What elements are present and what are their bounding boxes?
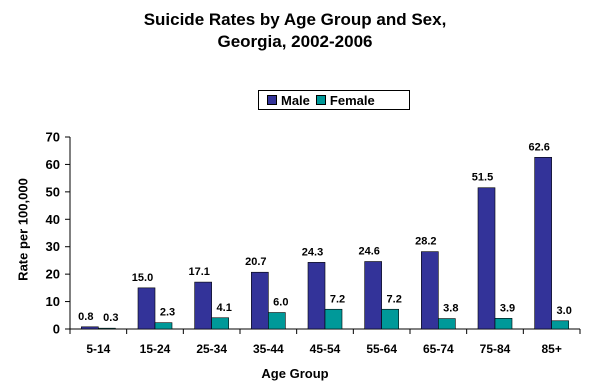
- x-tick-label: 75-84: [480, 342, 511, 356]
- data-label-male: 24.6: [358, 246, 379, 258]
- bar-female: [154, 322, 173, 330]
- bar-female: [211, 317, 229, 330]
- data-label-female: 3.0: [557, 305, 572, 317]
- bar-male: [137, 287, 156, 330]
- x-tick-label: 65-74: [423, 342, 454, 356]
- bar-female: [268, 312, 286, 330]
- y-tick-label: 0: [53, 322, 60, 337]
- legend: Male Female: [258, 90, 410, 110]
- y-tick-label: 10: [46, 294, 60, 309]
- bar-male: [421, 251, 439, 330]
- data-label-male: 62.6: [528, 141, 549, 153]
- bar-female: [438, 318, 456, 330]
- x-tick-label: 85+: [541, 342, 561, 356]
- data-label-female: 2.3: [160, 307, 175, 319]
- data-label-female: 3.8: [443, 303, 458, 315]
- legend-swatch-female: [315, 95, 326, 105]
- data-label-male: 28.2: [415, 236, 436, 248]
- data-label-male: 0.8: [78, 311, 93, 323]
- data-label-female: 6.0: [273, 297, 288, 309]
- data-label-male: 15.0: [132, 272, 153, 284]
- data-label-male: 17.1: [188, 266, 209, 278]
- x-axis-label: Age Group: [261, 366, 329, 381]
- y-tick-label: 50: [46, 184, 60, 199]
- y-tick-label: 20: [46, 267, 60, 282]
- data-label-female: 7.2: [387, 293, 402, 305]
- chart-title: Suicide Rates by Age Group and Sex,: [143, 10, 447, 29]
- legend-item-male: Male: [267, 93, 310, 108]
- x-tick-label: 5-14: [86, 342, 110, 356]
- bar-female: [324, 308, 343, 330]
- bar-female: [381, 308, 399, 330]
- y-tick-label: 60: [46, 157, 60, 172]
- x-tick-label: 15-24: [140, 342, 171, 356]
- bar-male: [364, 261, 382, 330]
- bar-female: [494, 318, 513, 330]
- legend-item-female: Female: [315, 92, 375, 108]
- bar-male: [81, 326, 99, 330]
- data-label-female: 7.2: [330, 293, 345, 305]
- y-tick-label: 70: [46, 130, 60, 145]
- legend-label-male: Male: [281, 92, 310, 108]
- data-label-male: 24.3: [302, 246, 323, 258]
- bar-female: [551, 320, 569, 330]
- bar-male: [194, 281, 212, 330]
- data-label-female: 3.9: [500, 302, 515, 314]
- x-tick-label: 35-44: [253, 342, 284, 356]
- x-tick-label: 55-64: [366, 342, 397, 356]
- x-tick-label: 25-34: [196, 342, 227, 356]
- y-tick-label: 40: [46, 212, 60, 227]
- data-label-female: 0.3: [103, 312, 118, 324]
- bar-male: [534, 156, 552, 330]
- data-label-male: 51.5: [472, 172, 493, 184]
- data-label-male: 20.7: [245, 256, 266, 268]
- bar-male: [477, 187, 496, 330]
- chart-subtitle: Georgia, 2002-2006: [217, 32, 373, 51]
- bar-female: [98, 327, 116, 330]
- legend-label-female: Female: [329, 92, 375, 108]
- y-tick-label: 30: [46, 239, 60, 254]
- bar-male: [251, 271, 269, 330]
- data-label-female: 4.1: [217, 302, 232, 314]
- legend-swatch-male: [267, 95, 277, 105]
- x-tick-label: 45-54: [310, 342, 341, 356]
- bar-male: [307, 262, 326, 330]
